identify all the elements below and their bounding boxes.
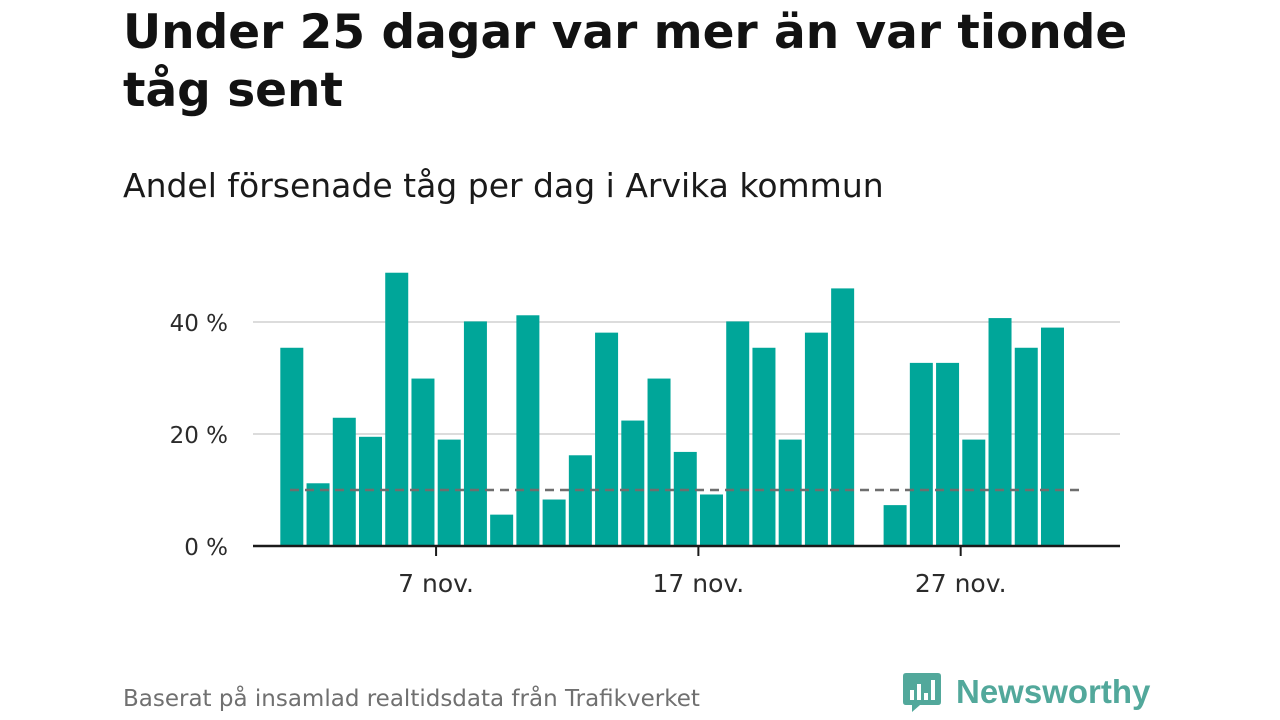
bar	[437, 439, 461, 546]
x-tick-label: 17 nov.	[653, 569, 745, 598]
bar	[568, 455, 592, 546]
bar	[332, 417, 356, 546]
bar	[306, 483, 330, 546]
chart-subtitle: Andel försenade tåg per dag i Arvika kom…	[123, 166, 884, 205]
chat-bar-chart-icon	[903, 673, 941, 712]
y-tick-label: 40 %	[170, 311, 228, 337]
bar	[621, 420, 645, 546]
bar	[778, 439, 802, 546]
bar	[804, 332, 828, 546]
bar	[542, 499, 566, 546]
bar	[988, 318, 1012, 546]
chart-title: Under 25 dagar var mer än var tionde tåg…	[123, 5, 1128, 118]
brand-logo: Newsworthy	[900, 670, 1150, 714]
bar	[463, 321, 487, 546]
bar	[883, 505, 907, 546]
bar	[936, 362, 960, 546]
bar	[726, 321, 750, 546]
bar-chart: 0 % 20 % 40 % 7 nov. 17 nov. 27 nov.	[170, 272, 1120, 598]
source-note: Baserat på insamlad realtidsdata från Tr…	[123, 686, 700, 712]
bars	[280, 272, 1064, 546]
bar	[595, 332, 619, 546]
axes: 0 % 20 % 40 % 7 nov. 17 nov. 27 nov.	[170, 311, 1120, 598]
bar	[909, 362, 933, 546]
bar	[673, 451, 697, 546]
bar	[280, 347, 304, 546]
bar	[1014, 347, 1038, 546]
bar	[411, 378, 435, 546]
bar	[962, 439, 986, 546]
bar	[385, 272, 409, 546]
bar	[359, 436, 383, 546]
y-tick-label: 0 %	[184, 535, 228, 561]
x-tick-label: 27 nov.	[915, 569, 1007, 598]
y-tick-label: 20 %	[170, 423, 228, 449]
bar	[647, 378, 671, 546]
x-tick-label: 7 nov.	[398, 569, 474, 598]
bar	[1040, 327, 1064, 546]
brand-name: Newsworthy	[956, 673, 1151, 710]
bar	[831, 288, 855, 546]
bar	[699, 494, 723, 546]
bar	[752, 347, 776, 546]
bar	[490, 514, 514, 546]
bar	[516, 315, 540, 546]
